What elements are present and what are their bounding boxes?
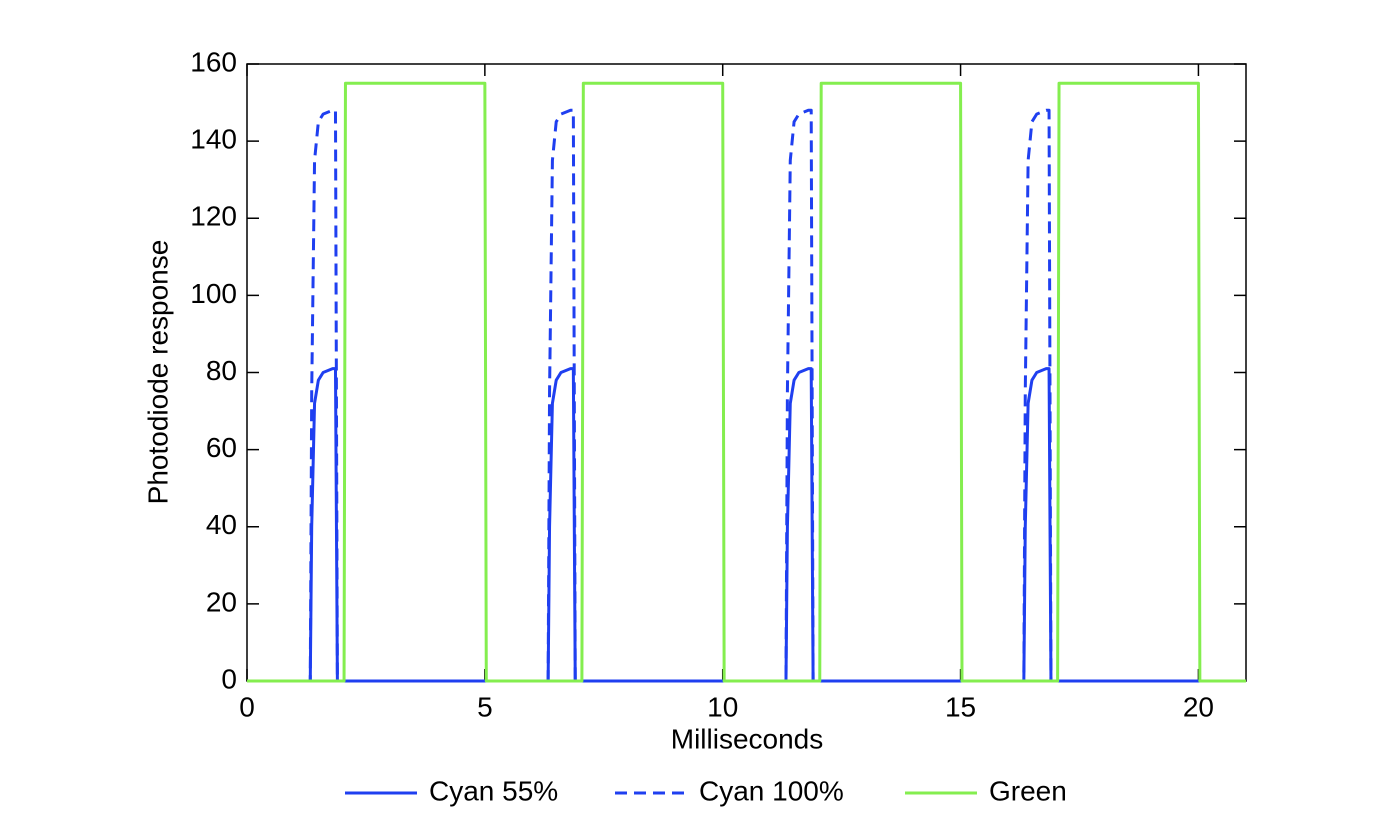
series-line: [247, 108, 1246, 683]
y-tick-label: 0: [221, 663, 237, 694]
x-tick-label: 0: [239, 691, 255, 722]
x-tick-label: 5: [477, 691, 493, 722]
legend-label: Cyan 55%: [429, 775, 558, 806]
x-axis-label: Milliseconds: [671, 723, 824, 754]
y-axis-label: Photodiode response: [142, 240, 173, 505]
y-tick-label: 20: [206, 586, 237, 617]
y-tick-label: 60: [206, 432, 237, 463]
y-tick-label: 140: [190, 124, 237, 155]
y-tick-label: 100: [190, 278, 237, 309]
y-tick-label: 80: [206, 355, 237, 386]
y-tick-label: 160: [190, 46, 237, 77]
legend-label: Green: [989, 775, 1067, 806]
plot-frame: [246, 63, 1247, 682]
x-tick-label: 10: [707, 691, 738, 722]
legend-label: Cyan 100%: [699, 775, 844, 806]
x-tick-label: 20: [1183, 691, 1214, 722]
y-tick-label: 120: [190, 201, 237, 232]
y-tick-label: 40: [206, 509, 237, 540]
series-line: [247, 367, 1246, 683]
x-tick-label: 15: [945, 691, 976, 722]
series-line: [247, 81, 1246, 683]
